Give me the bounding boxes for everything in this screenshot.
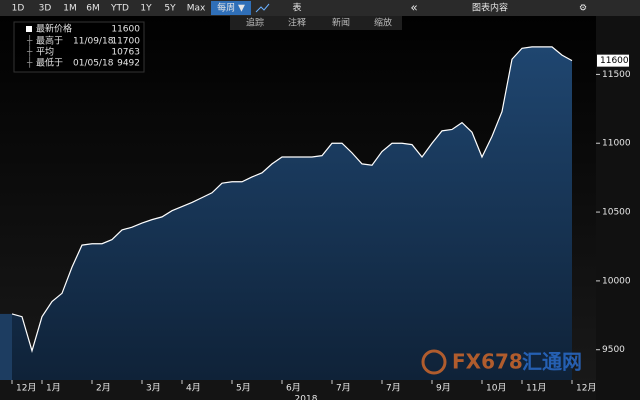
toolbar xyxy=(0,0,640,16)
stat-value: 9492 xyxy=(117,59,140,69)
x-tick-label: 7月 xyxy=(336,383,351,394)
period-box[interactable] xyxy=(211,1,251,15)
y-tick-label: 10000 xyxy=(602,276,631,286)
x-tick-label: 5月 xyxy=(236,383,251,394)
stat-label: 最低于 xyxy=(36,57,63,69)
stat-label: 最高于 xyxy=(36,35,63,47)
watermark-logo xyxy=(421,349,447,375)
x-axis-label: 2018 xyxy=(295,395,318,400)
area-edge xyxy=(0,313,12,380)
watermark-text: 汇通网 xyxy=(522,350,582,374)
x-tick-label: 6月 xyxy=(286,383,301,394)
stat-date: 01/05/18 xyxy=(73,59,114,69)
last-value-box xyxy=(597,54,629,67)
y-tick-label: 10500 xyxy=(602,208,631,218)
x-tick-label: 7月 xyxy=(386,383,401,394)
x-tick-label: 1月 xyxy=(46,383,61,394)
tool-button[interactable]: 追踪 xyxy=(246,17,264,29)
chart-icon[interactable] xyxy=(255,3,270,13)
y-axis-band xyxy=(596,16,640,400)
range-button[interactable]: 1M xyxy=(63,4,77,14)
stat-marker: ┼ xyxy=(26,57,33,69)
legend-value: 11600 xyxy=(111,25,140,35)
tool-button[interactable]: 新闻 xyxy=(332,17,350,29)
range-button[interactable]: YTD xyxy=(110,4,129,14)
y-tick-label: 11500 xyxy=(602,70,631,80)
x-tick-label: 4月 xyxy=(186,383,201,394)
stat-label: 平均 xyxy=(36,46,54,58)
legend-name: 最新价格 xyxy=(36,23,72,35)
range-button[interactable]: 3D xyxy=(39,4,52,14)
x-tick-label: 9月 xyxy=(436,383,451,394)
tool-button[interactable]: 缩放 xyxy=(374,17,392,29)
range-button[interactable]: 1D xyxy=(12,4,25,14)
x-tick-label: 11月 xyxy=(526,383,546,394)
stat-value: 11700 xyxy=(111,37,140,47)
range-button[interactable]: Max xyxy=(187,4,206,14)
range-button[interactable]: 1Y xyxy=(140,4,152,14)
table-button[interactable]: 表 xyxy=(292,2,301,14)
legend-swatch xyxy=(26,26,32,32)
legend-box xyxy=(13,21,145,73)
stat-value: 10763 xyxy=(111,48,140,58)
tool-row xyxy=(230,16,402,30)
line xyxy=(11,46,573,353)
settings-icon[interactable]: ⚙ xyxy=(579,4,587,14)
range-button[interactable]: 5Y xyxy=(164,4,176,14)
x-tick-label: 3月 xyxy=(146,383,161,394)
x-tick-label: 12月 xyxy=(576,383,596,394)
stat-date: 11/09/18 xyxy=(73,37,114,47)
x-tick-label: 12月 xyxy=(16,383,36,394)
x-axis-band xyxy=(0,380,596,400)
range-button[interactable]: 6M xyxy=(86,4,100,14)
y-tick-label: 9500 xyxy=(602,345,625,355)
watermark-text: FX678 xyxy=(452,350,523,374)
stat-marker: ┼ xyxy=(26,46,33,58)
period-button[interactable]: 每周 ▼ xyxy=(217,2,245,14)
x-tick-label: 10月 xyxy=(486,383,506,394)
x-tick-label: 2月 xyxy=(96,383,111,394)
collapse-button[interactable]: « xyxy=(410,1,417,15)
content-button[interactable]: 图表内容 xyxy=(472,2,508,14)
y-tick-label: 11000 xyxy=(602,139,631,149)
stat-marker: ┼ xyxy=(26,35,33,47)
area xyxy=(12,46,572,380)
last-value: 11600 xyxy=(600,56,629,66)
tool-button[interactable]: 注释 xyxy=(288,17,306,29)
